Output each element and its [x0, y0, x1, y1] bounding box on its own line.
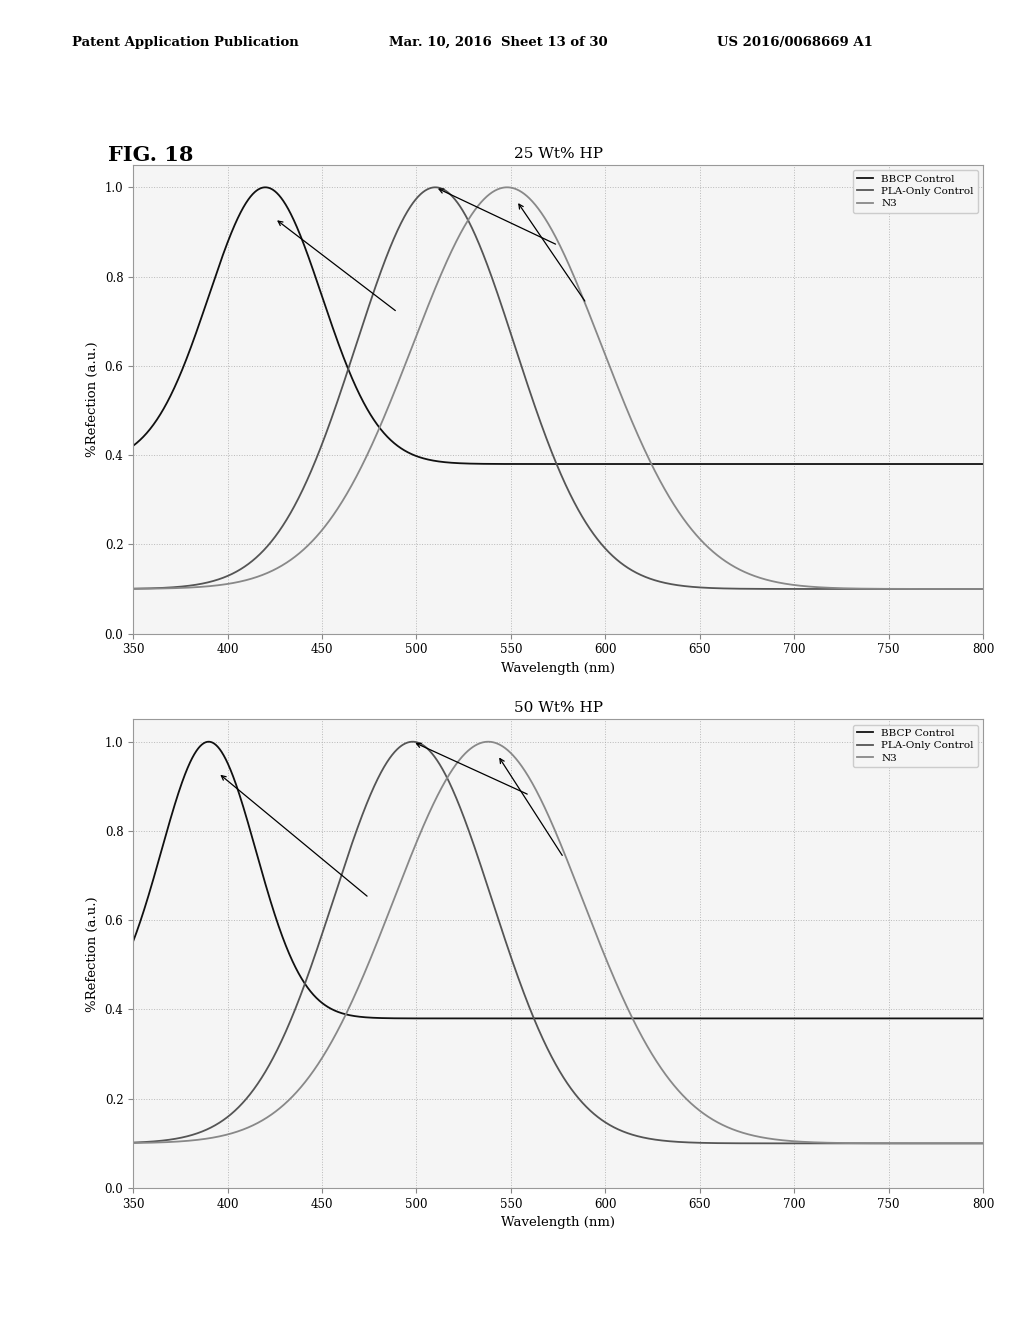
Legend: BBCP Control, PLA-Only Control, N3: BBCP Control, PLA-Only Control, N3: [853, 170, 978, 213]
X-axis label: Wavelength (nm): Wavelength (nm): [501, 1216, 615, 1229]
Text: Mar. 10, 2016  Sheet 13 of 30: Mar. 10, 2016 Sheet 13 of 30: [389, 36, 608, 49]
Y-axis label: %Refection (a.u.): %Refection (a.u.): [86, 896, 99, 1011]
Legend: BBCP Control, PLA-Only Control, N3: BBCP Control, PLA-Only Control, N3: [853, 725, 978, 767]
Title: 25 Wt% HP: 25 Wt% HP: [514, 147, 602, 161]
Y-axis label: %Refection (a.u.): %Refection (a.u.): [86, 342, 99, 457]
Title: 50 Wt% HP: 50 Wt% HP: [514, 701, 602, 715]
Text: Patent Application Publication: Patent Application Publication: [72, 36, 298, 49]
X-axis label: Wavelength (nm): Wavelength (nm): [501, 661, 615, 675]
Text: US 2016/0068669 A1: US 2016/0068669 A1: [717, 36, 872, 49]
Text: FIG. 18: FIG. 18: [108, 145, 193, 165]
